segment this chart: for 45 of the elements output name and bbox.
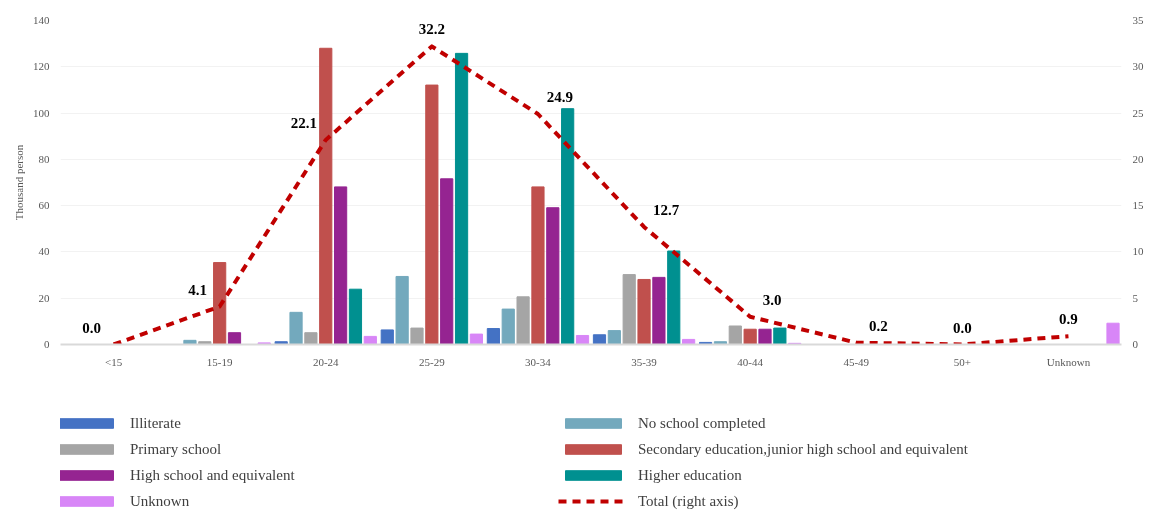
data-label: 12.7 — [652, 201, 680, 218]
y-tick-label: 120 — [33, 60, 50, 73]
x-tick-label: <15 — [104, 355, 123, 368]
legend-label: Total (right axis) — [638, 492, 740, 510]
y-axis-title: Thousand person — [13, 144, 25, 221]
data-label: 3.0 — [762, 291, 782, 308]
y-tick-label: 60 — [38, 199, 50, 212]
y2-tick-label: 0 — [1132, 338, 1139, 350]
data-label: 0.9 — [1059, 311, 1078, 328]
y2-tick-label: 10 — [1132, 245, 1144, 258]
y2-tick-label: 5 — [1132, 291, 1139, 304]
x-tick-label: 40-44 — [737, 355, 764, 368]
x-tick-label: 25-29 — [419, 355, 446, 368]
legend-label: No school completed — [638, 414, 767, 432]
x-tick-label: 35-39 — [631, 355, 658, 368]
y-tick-label: 20 — [38, 291, 50, 304]
legend-label: Primary school — [130, 440, 223, 458]
data-label: 0.0 — [82, 319, 101, 336]
x-tick-label: 20-24 — [312, 355, 340, 368]
legend-label: Higher education — [638, 466, 743, 484]
data-label: 4.1 — [188, 281, 208, 298]
y-tick-label: 40 — [38, 245, 50, 258]
data-label: 0.2 — [868, 317, 888, 334]
data-label: 24.9 — [546, 89, 574, 105]
legend-label: High school and equivalent — [130, 466, 296, 484]
y2-tick-label: 15 — [1132, 199, 1144, 212]
y2-tick-label: 35 — [1132, 14, 1144, 26]
x-tick-label: 15-19 — [206, 355, 233, 368]
data-label: 32.2 — [418, 21, 445, 38]
data-label: 22.1 — [290, 114, 317, 131]
y-tick-label: 0 — [44, 338, 50, 350]
y-tick-label: 100 — [33, 106, 50, 119]
x-tick-label: 45-49 — [843, 355, 870, 368]
y2-tick-label: 30 — [1132, 60, 1144, 73]
legend-label: Unknown — [130, 492, 191, 510]
y-tick-label: 80 — [38, 152, 50, 165]
y2-tick-label: 20 — [1132, 152, 1144, 165]
legend-label: Secondary education,junior high school and equivalent — [638, 440, 969, 458]
data-label: 0.0 — [952, 319, 972, 336]
x-tick-label: Unknown — [1046, 355, 1091, 368]
y-tick-label: 140 — [33, 14, 50, 26]
x-tick-label: 50+ — [953, 355, 971, 368]
legend-label: Illiterate — [130, 414, 182, 432]
y2-tick-label: 25 — [1132, 106, 1144, 119]
x-tick-label: 30-34 — [525, 355, 552, 368]
